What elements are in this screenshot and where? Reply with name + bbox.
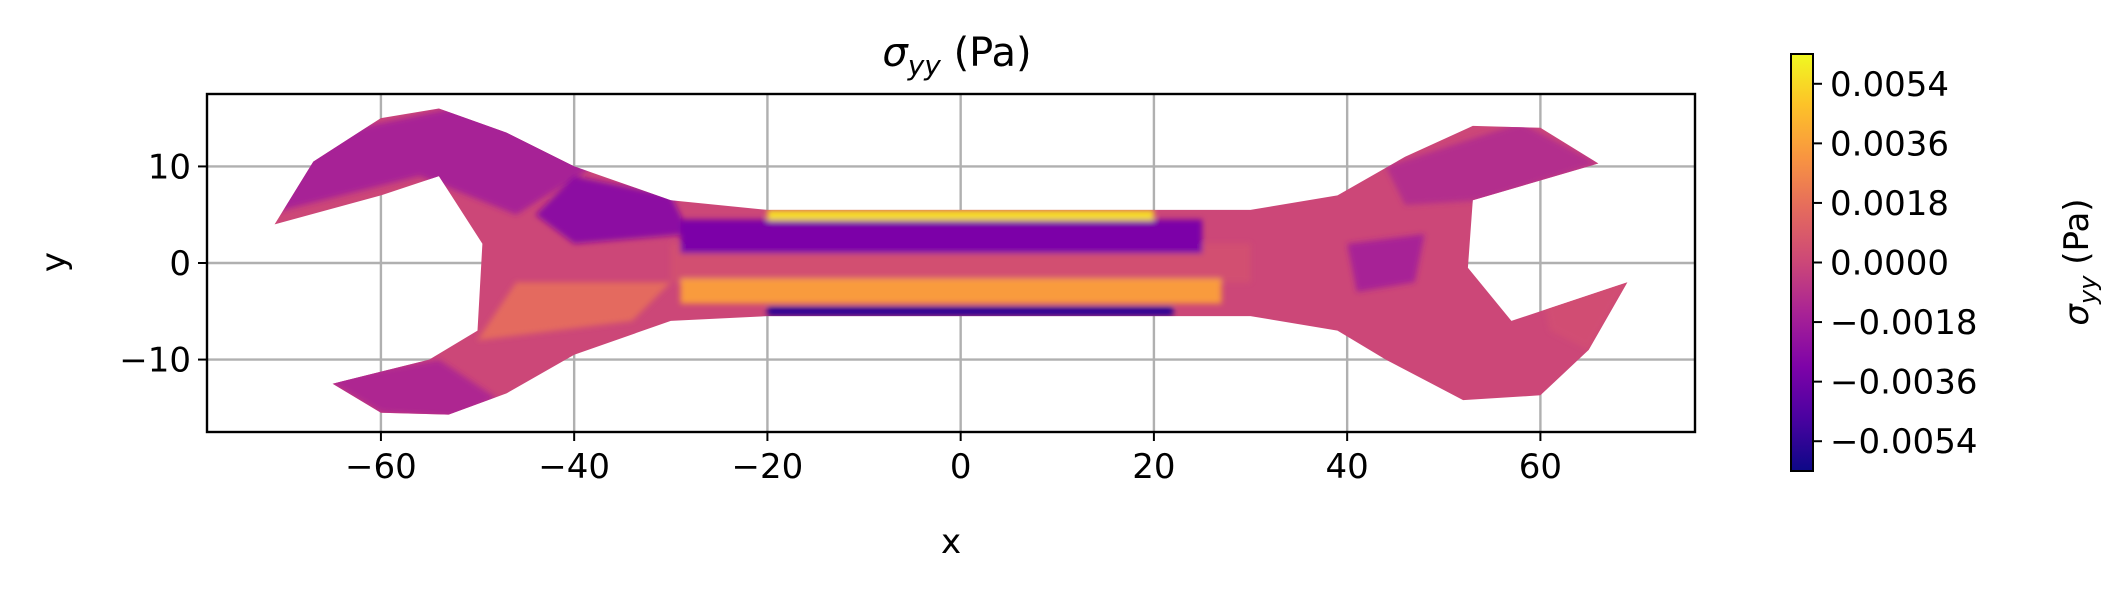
colorbar-tick-label: 0.0018 bbox=[1830, 184, 1949, 224]
x-tick-label: −40 bbox=[538, 447, 610, 487]
stress-region bbox=[1347, 234, 1425, 292]
colorbar-tick-label: −0.0018 bbox=[1830, 303, 1977, 343]
y-tick-label: 0 bbox=[169, 244, 191, 284]
stress-region bbox=[767, 306, 1174, 317]
colorbar-gradient bbox=[1790, 53, 1814, 472]
y-axis-label: y bbox=[34, 252, 74, 272]
colorbar-ticks: 0.0054 0.0036 0.0018 0.0000 −0.0018 −0.0036 −0… bbox=[1813, 65, 1977, 462]
x-tick-label: 40 bbox=[1326, 447, 1369, 487]
colorbar-tick-label: 0.0054 bbox=[1830, 65, 1949, 105]
x-tick-label: 0 bbox=[950, 447, 972, 487]
stress-region bbox=[680, 219, 1203, 254]
y-axis-ticks: 10 0 −10 bbox=[119, 147, 207, 381]
x-axis-label: x bbox=[941, 522, 961, 562]
y-tick-label: 10 bbox=[148, 147, 191, 187]
stress-region bbox=[767, 209, 1154, 221]
colorbar-tick-label: 0.0000 bbox=[1830, 244, 1949, 284]
colorbar-label: σyy (Pa) bbox=[2057, 198, 2102, 325]
colorbar-tick-label: −0.0036 bbox=[1830, 363, 1977, 403]
x-axis-ticks: −60 −40 −20 0 20 40 60 bbox=[345, 432, 1562, 487]
x-tick-label: 60 bbox=[1519, 447, 1562, 487]
stress-region bbox=[680, 278, 1222, 304]
stress-region bbox=[670, 243, 1251, 283]
stress-region bbox=[477, 282, 671, 341]
colorbar-tick-label: −0.0054 bbox=[1830, 422, 1977, 462]
plot-title: σyy (Pa) bbox=[882, 30, 1031, 82]
x-tick-label: 20 bbox=[1132, 447, 1175, 487]
contour-plot bbox=[274, 108, 1628, 415]
x-tick-label: −20 bbox=[732, 447, 804, 487]
stress-region bbox=[1385, 123, 1599, 206]
x-tick-label: −60 bbox=[345, 447, 417, 487]
colorbar-tick-label: 0.0036 bbox=[1830, 124, 1949, 164]
colorbar: 0.0054 0.0036 0.0018 0.0000 −0.0018 −0.0036 −0… bbox=[1790, 53, 2102, 472]
y-tick-label: −10 bbox=[119, 341, 191, 381]
